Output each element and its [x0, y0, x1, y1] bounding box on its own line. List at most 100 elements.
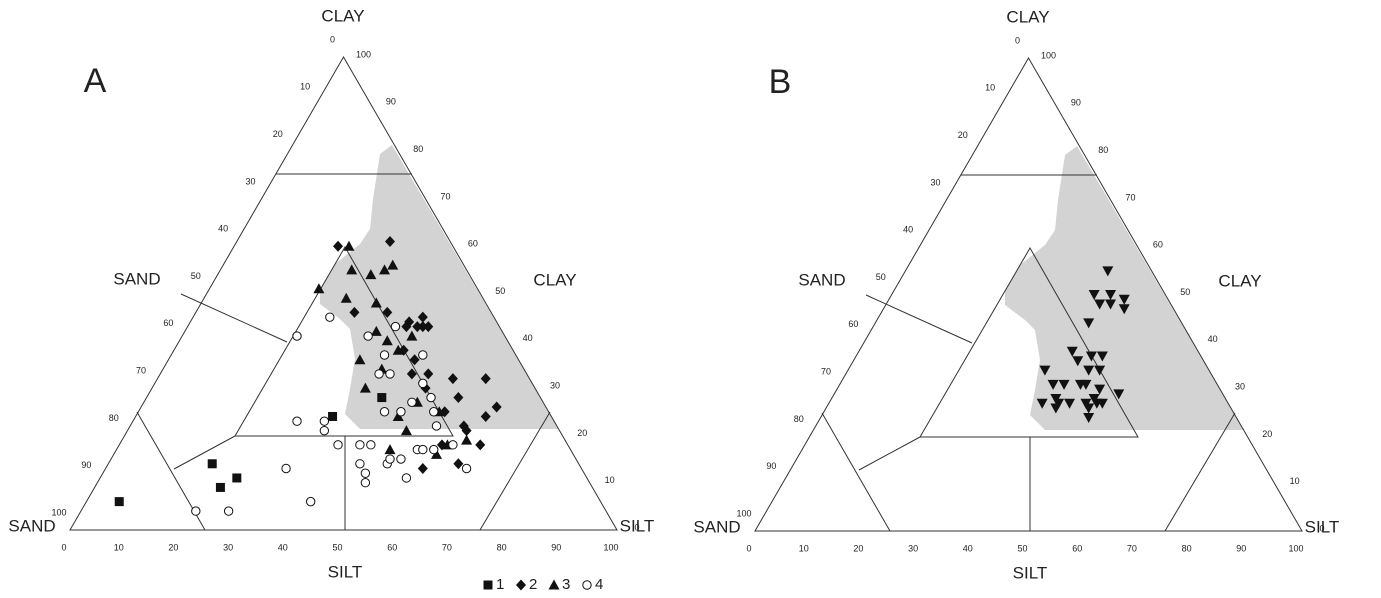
- sand-tick-label: 60: [163, 318, 173, 328]
- clay-tick-label: 90: [386, 97, 396, 107]
- sand-tick-label: 100: [51, 507, 66, 517]
- data-point: [1083, 365, 1095, 376]
- data-point: [349, 306, 360, 318]
- data-point: [390, 321, 401, 332]
- data-point: [1083, 412, 1095, 423]
- silt-tick-label: 60: [1072, 543, 1082, 553]
- data-point: [370, 297, 382, 308]
- data-point: [374, 369, 384, 379]
- silt-tick-label: 60: [387, 542, 397, 552]
- data-point: [360, 478, 371, 488]
- data-point: [1118, 304, 1130, 315]
- data-point: [1102, 266, 1114, 277]
- data-point: [407, 397, 417, 407]
- data-point: [381, 335, 393, 346]
- data-point: [396, 454, 406, 464]
- silt-tick-label: 80: [497, 542, 507, 552]
- data-point: [453, 458, 464, 470]
- legend-marker: [483, 580, 493, 590]
- data-point: [346, 264, 358, 275]
- clay-tick-label: 60: [1153, 240, 1163, 250]
- data-point: [379, 407, 390, 417]
- silt-tick-label: 20: [168, 542, 178, 552]
- axis-label: SAND: [113, 269, 160, 288]
- panel-title: B: [769, 63, 792, 101]
- clay-tick-label: 90: [1071, 98, 1081, 108]
- data-point: [377, 393, 387, 403]
- data-point: [1094, 365, 1106, 376]
- data-point: [417, 463, 428, 475]
- clay-tick-label: 20: [577, 428, 587, 438]
- data-point: [385, 454, 395, 464]
- axis-label: CLAY: [1218, 271, 1261, 290]
- sand-tick-label: 50: [876, 272, 886, 282]
- data-point: [366, 440, 376, 450]
- data-point: [333, 240, 344, 252]
- data-point: [1066, 346, 1078, 357]
- data-point: [412, 321, 423, 333]
- data-point: [292, 416, 302, 426]
- axis-label: SILT: [1013, 563, 1048, 582]
- axis-label: SILT: [328, 562, 363, 581]
- corner-label: SAND: [693, 517, 740, 536]
- data-point: [392, 410, 404, 421]
- data-point: [396, 407, 406, 417]
- sand-tick-label: 0: [330, 34, 335, 44]
- legend-marker: [548, 579, 560, 590]
- silt-tick-label: 100: [603, 542, 618, 552]
- data-point: [431, 421, 442, 431]
- data-point: [355, 459, 365, 469]
- sand-tick-label: 30: [930, 177, 940, 187]
- clay-tick-label: 10: [1290, 476, 1300, 486]
- data-point: [363, 331, 373, 341]
- data-point: [426, 392, 436, 403]
- data-point: [429, 444, 439, 455]
- sand-tick-label: 90: [81, 460, 91, 470]
- sand-tick-label: 80: [794, 414, 804, 424]
- data-point: [447, 373, 458, 385]
- silt-tick-label: 90: [551, 542, 561, 552]
- silt-tick-label: 40: [278, 542, 288, 552]
- data-point: [453, 392, 464, 404]
- data-point: [319, 416, 330, 426]
- data-point: [409, 354, 420, 366]
- data-point: [1088, 394, 1100, 405]
- silt-tick-label: 100: [1288, 543, 1303, 553]
- data-point: [429, 407, 439, 417]
- data-point: [370, 325, 382, 336]
- data-point: [430, 448, 442, 459]
- clay-tick-label: 40: [1208, 334, 1218, 344]
- sand-tick-label: 20: [958, 130, 968, 140]
- clay-tick-label: 30: [1235, 381, 1245, 391]
- legend-label: 4: [595, 576, 603, 593]
- legend-marker: [516, 579, 526, 591]
- data-point: [319, 425, 330, 436]
- clay-tick-label: 100: [1041, 50, 1056, 60]
- sand-tick-label: 0: [1015, 35, 1020, 45]
- data-point: [114, 497, 124, 507]
- ternary-frame: [69, 56, 618, 531]
- data-point: [1064, 398, 1076, 409]
- data-point: [223, 506, 234, 516]
- clay-tick-label: 60: [468, 239, 478, 249]
- data-point: [379, 264, 391, 275]
- axis-label: SAND: [798, 270, 845, 289]
- silt-tick-label: 80: [1182, 543, 1192, 553]
- clay-tick-label: 0: [1319, 523, 1324, 533]
- legend-label: 1: [496, 576, 504, 593]
- data-point: [1072, 356, 1084, 367]
- data-point: [1036, 398, 1048, 409]
- silt-tick-label: 0: [746, 543, 751, 553]
- corner-label: CLAY: [321, 6, 364, 25]
- silt-tick-label: 10: [114, 542, 124, 552]
- data-point: [360, 468, 371, 478]
- data-point: [385, 369, 395, 379]
- data-point: [281, 463, 291, 474]
- data-point: [404, 316, 415, 328]
- data-point: [232, 473, 242, 483]
- silt-tick-label: 30: [223, 542, 233, 552]
- sand-tick-label: 90: [766, 461, 776, 471]
- data-point: [461, 463, 472, 474]
